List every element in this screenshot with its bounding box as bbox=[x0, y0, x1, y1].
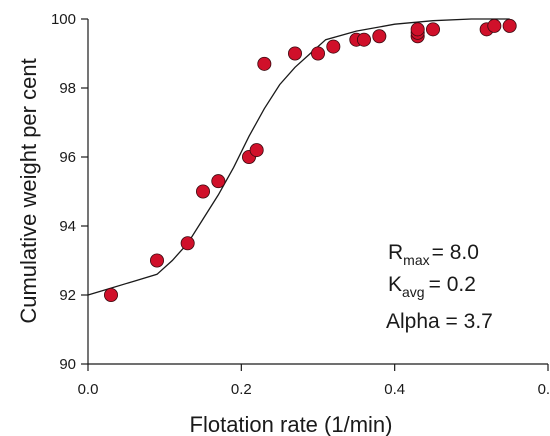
alpha-annotation: Alpha = 3.7 bbox=[386, 310, 493, 333]
data-point bbox=[104, 287, 119, 302]
x-tick-label: 0.4 bbox=[384, 381, 405, 398]
kavg-annotation: Kavg = 0.2 bbox=[388, 273, 476, 300]
y-tick-label: 98 bbox=[59, 80, 76, 97]
data-point bbox=[372, 29, 387, 44]
data-point bbox=[195, 184, 210, 199]
data-point bbox=[310, 46, 325, 61]
kavg-value: = 0.2 bbox=[429, 273, 476, 296]
data-point bbox=[425, 22, 440, 37]
data-point bbox=[211, 174, 226, 189]
ticks bbox=[81, 18, 549, 371]
data-point bbox=[487, 18, 502, 33]
x-tick-label: 0.0 bbox=[78, 381, 99, 398]
x-axis-title: Flotation rate (1/min) bbox=[190, 412, 393, 436]
rmax-symbol: R bbox=[388, 241, 403, 264]
annotations: Rmax= 8.0 Kavg = 0.2 Alpha = 3.7 bbox=[386, 241, 493, 333]
tick-labels: 90 92 94 96 98 100 0.0 0.2 0.4 0.6 bbox=[51, 11, 550, 398]
y-tick-label: 96 bbox=[59, 149, 76, 166]
data-point bbox=[326, 39, 341, 54]
rmax-value: = 8.0 bbox=[432, 241, 479, 264]
data-point bbox=[287, 46, 302, 61]
axes bbox=[87, 19, 548, 365]
y-tick-label: 100 bbox=[51, 11, 76, 28]
series-layer bbox=[87, 18, 517, 302]
data-point bbox=[180, 236, 195, 251]
y-tick-label: 90 bbox=[59, 356, 76, 373]
rmax-annotation: Rmax= 8.0 bbox=[388, 241, 479, 268]
data-point bbox=[257, 56, 272, 71]
data-point bbox=[410, 22, 425, 37]
data-point bbox=[149, 253, 164, 268]
rmax-subscript: max bbox=[403, 252, 429, 268]
y-tick-label: 94 bbox=[59, 218, 76, 235]
x-tick-label: 0.6 bbox=[538, 381, 550, 398]
data-point bbox=[356, 32, 371, 47]
kavg-symbol: K bbox=[388, 273, 402, 296]
y-axis-title: Cumulative weight per cent bbox=[16, 58, 41, 323]
data-point bbox=[249, 143, 264, 158]
x-tick-label: 0.2 bbox=[231, 381, 252, 398]
kavg-subscript: avg bbox=[402, 284, 425, 300]
data-point bbox=[502, 18, 517, 33]
y-tick-label: 92 bbox=[59, 287, 76, 304]
fit-curve bbox=[87, 18, 510, 296]
